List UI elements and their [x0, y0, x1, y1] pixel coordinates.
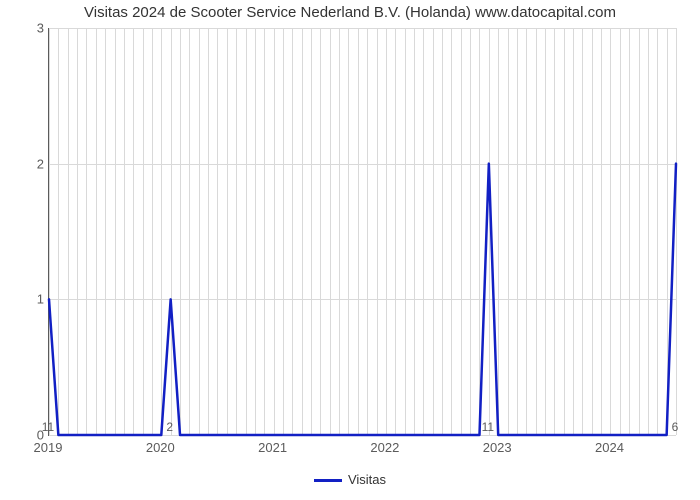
y-axis-tick-label: 2 — [4, 156, 44, 171]
data-point-label: 11 — [42, 420, 54, 434]
y-axis-tick-label: 1 — [4, 292, 44, 307]
x-axis-tick-label: 2023 — [483, 440, 512, 455]
series-line — [49, 28, 676, 435]
legend-label: Visitas — [348, 472, 386, 487]
plot-area — [48, 28, 676, 436]
chart-title: Visitas 2024 de Scooter Service Nederlan… — [0, 4, 700, 21]
legend-swatch — [314, 479, 342, 482]
data-point-label: 6 — [672, 420, 679, 434]
gridline-vertical — [676, 28, 677, 435]
y-axis-tick-label: 3 — [4, 21, 44, 36]
x-axis-tick-label: 2020 — [146, 440, 175, 455]
chart-container: Visitas 2024 de Scooter Service Nederlan… — [0, 0, 700, 500]
legend: Visitas — [0, 472, 700, 487]
x-axis-tick-label: 2022 — [370, 440, 399, 455]
x-axis-tick-label: 2021 — [258, 440, 287, 455]
x-axis-tick-label: 2024 — [595, 440, 624, 455]
data-point-label: 2 — [166, 420, 173, 434]
x-axis-tick-label: 2019 — [34, 440, 63, 455]
data-point-label: 11 — [482, 420, 494, 434]
